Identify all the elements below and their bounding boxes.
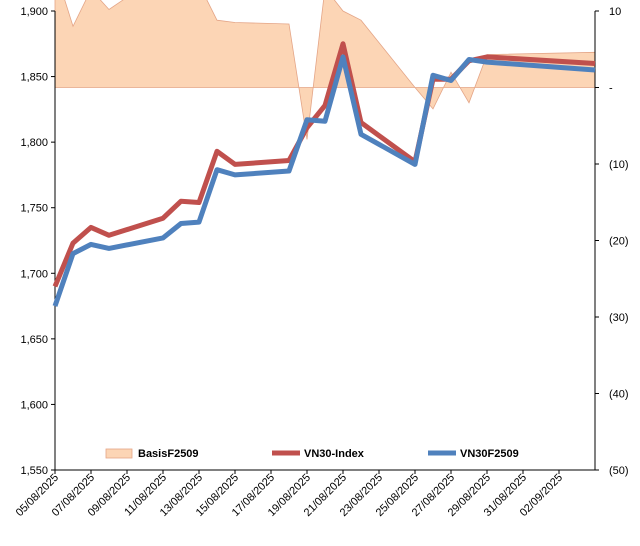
y-right-tick-label: 10: [609, 6, 621, 18]
y-left-tick-label: 1,900: [20, 6, 48, 18]
y-left-tick-label: 1,700: [20, 268, 48, 280]
y-right-tick-label: (20): [609, 236, 629, 248]
y-left-tick-label: 1,600: [20, 399, 48, 411]
legend-vn30f2509-label: VN30F2509: [460, 448, 519, 460]
basis-area: [54, 0, 596, 140]
legend-basis-label: BasisF2509: [138, 448, 199, 460]
vn30f2509-line: [52, 54, 596, 307]
y-left-tick-label: 1,800: [20, 137, 48, 149]
legend-basis-swatch: [105, 448, 133, 459]
y-left-tick-label: 1,550: [20, 465, 48, 477]
legend: BasisF2509 VN30-Index VN30F2509: [105, 448, 519, 460]
y-left-tick-label: 1,750: [20, 203, 48, 215]
y-right-tick-label: (30): [609, 312, 629, 324]
lines-layer: [52, 41, 596, 307]
y-right-tick-label: -: [609, 83, 613, 95]
y-left-tick-label: 1,650: [20, 334, 48, 346]
y-right-tick-label: (40): [609, 389, 629, 401]
legend-vn30-index-label: VN30-Index: [304, 448, 365, 460]
basis-area-layer: [54, 0, 596, 140]
y-right-tick-label: (50): [609, 465, 629, 477]
y-left-tick-label: 1,850: [20, 72, 48, 84]
y-right-tick-label: (10): [609, 159, 629, 171]
